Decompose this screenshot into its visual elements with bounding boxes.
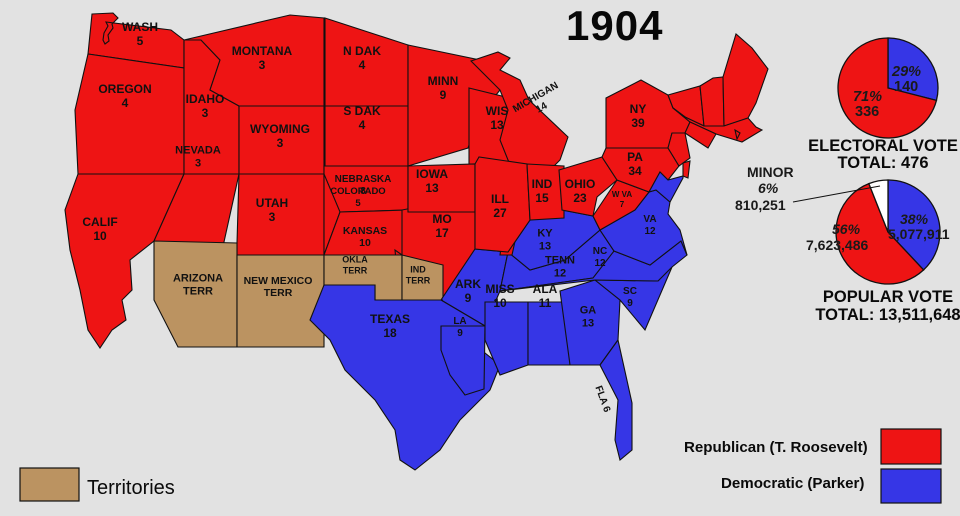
svg-text:38%: 38%	[900, 211, 929, 227]
svg-text:POPULAR VOTE: POPULAR VOTE	[823, 288, 953, 306]
svg-text:5,077,911: 5,077,911	[888, 226, 950, 242]
svg-text:810,251: 810,251	[735, 197, 786, 213]
svg-text:56%: 56%	[832, 221, 861, 237]
svg-text:336: 336	[855, 104, 879, 120]
svg-text:140: 140	[894, 79, 918, 95]
svg-text:ELECTORAL VOTE: ELECTORAL VOTE	[808, 137, 958, 155]
svg-text:Democratic (Parker): Democratic (Parker)	[721, 475, 864, 492]
svg-text:TOTAL: 13,511,648: TOTAL: 13,511,648	[815, 306, 960, 324]
svg-text:6%: 6%	[758, 180, 779, 196]
svg-text:MINOR: MINOR	[747, 164, 794, 180]
svg-text:TOTAL: 476: TOTAL: 476	[837, 154, 928, 172]
svg-text:7,623,486: 7,623,486	[806, 237, 868, 253]
svg-text:29%: 29%	[891, 64, 921, 80]
svg-text:71%: 71%	[853, 89, 882, 105]
svg-text:Territories: Territories	[87, 477, 175, 499]
svg-text:Republican (T. Roosevelt): Republican (T. Roosevelt)	[684, 439, 868, 456]
